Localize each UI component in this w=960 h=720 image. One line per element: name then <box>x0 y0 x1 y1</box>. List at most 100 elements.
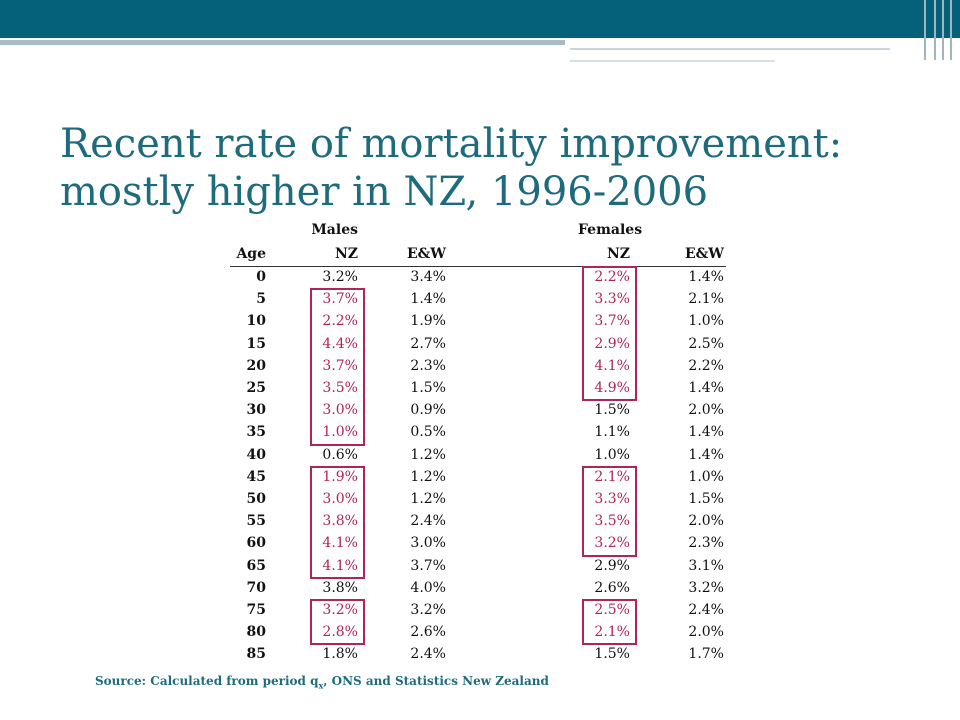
females-highlight-box <box>582 465 637 557</box>
age-cell: 5 <box>256 291 266 308</box>
females-ew-cell: 2.3% <box>688 535 724 552</box>
age-cell: 40 <box>246 446 266 463</box>
females-nz-cell: 1.1% <box>594 424 630 441</box>
males-group-header: Males <box>311 222 358 238</box>
females-ew-cell: 1.4% <box>688 380 724 396</box>
males-ew-cell: 1.2% <box>410 491 446 507</box>
females-nz-cell: 2.9% <box>594 335 630 352</box>
females-ew-cell: 2.0% <box>688 513 724 530</box>
age-cell: 20 <box>246 357 266 374</box>
females-highlight-box <box>582 599 637 646</box>
females-ew-cell: 1.7% <box>688 646 724 663</box>
males-ew-cell: 1.2% <box>410 446 446 463</box>
males-ew-cell: 0.9% <box>410 402 446 419</box>
males-ew-cell: 2.4% <box>410 646 446 663</box>
males-nz-cell: 3.2% <box>322 269 358 285</box>
age-cell: 45 <box>246 468 266 485</box>
accent-line <box>570 60 775 62</box>
males-nz-cell: 3.7% <box>322 357 358 374</box>
males-ew-cell: 2.3% <box>410 357 446 374</box>
females-nz-cell: 2.9% <box>594 557 630 574</box>
source-text-end: , ONS and Statistics New Zealand <box>323 674 549 688</box>
males-nz-cell: 1.0% <box>322 424 358 441</box>
females-ew-cell: 1.4% <box>688 269 724 285</box>
males-ew-cell: 2.4% <box>410 513 446 530</box>
males-ew-cell: 0.5% <box>410 424 446 441</box>
males-nz-header: NZ <box>334 246 358 262</box>
males-ew-cell: 3.7% <box>410 557 446 574</box>
slide-title-line-1: Recent rate of mortality improvement: <box>60 121 843 167</box>
males-nz-cell: 3.2% <box>322 602 358 618</box>
females-ew-cell: 3.2% <box>688 579 724 596</box>
males-ew-cell: 1.2% <box>410 468 446 485</box>
age-cell: 85 <box>246 646 266 663</box>
age-header: Age <box>236 246 266 262</box>
age-cell: 55 <box>246 513 266 530</box>
age-cell: 25 <box>246 380 266 396</box>
females-ew-cell: 2.0% <box>688 624 724 641</box>
males-highlight-box <box>310 465 365 579</box>
age-cell: 80 <box>246 624 266 641</box>
males-highlight-box <box>310 288 365 446</box>
males-nz-cell: 1.8% <box>322 646 358 663</box>
females-ew-cell: 3.1% <box>688 557 724 574</box>
females-nz-cell: 3.7% <box>594 313 630 330</box>
header-rule <box>230 266 726 267</box>
age-cell: 50 <box>246 491 266 507</box>
females-ew-cell: 2.1% <box>688 291 724 308</box>
males-nz-cell: 4.4% <box>322 335 358 352</box>
age-cell: 35 <box>246 424 266 441</box>
females-group-header: Females <box>578 222 643 238</box>
females-ew-cell: 1.4% <box>688 424 724 441</box>
males-nz-cell: 1.9% <box>322 468 358 485</box>
males-highlight-box <box>310 599 365 646</box>
females-nz-cell: 2.6% <box>594 579 630 596</box>
males-nz-cell: 4.1% <box>322 557 358 574</box>
females-nz-cell: 2.1% <box>594 468 630 485</box>
males-ew-cell: 4.0% <box>410 579 446 596</box>
age-cell: 0 <box>256 269 266 285</box>
males-nz-cell: 3.5% <box>322 380 358 396</box>
accent-line <box>570 48 890 50</box>
males-ew-cell: 3.4% <box>410 269 446 285</box>
header-bar <box>0 0 960 38</box>
females-ew-cell: 1.0% <box>688 468 724 485</box>
slide-title-line-2: mostly higher in NZ, 1996-2006 <box>60 169 709 215</box>
source-note: Source: Calculated from period qx, ONS a… <box>95 674 549 690</box>
age-cell: 10 <box>246 313 266 330</box>
females-nz-cell: 1.5% <box>594 402 630 419</box>
males-ew-cell: 3.2% <box>410 602 446 618</box>
males-nz-cell: 2.8% <box>322 624 358 641</box>
males-nz-cell: 2.2% <box>322 313 358 330</box>
males-ew-cell: 2.7% <box>410 335 446 352</box>
females-ew-cell: 2.5% <box>688 335 724 352</box>
females-nz-cell: 2.1% <box>594 624 630 641</box>
males-nz-cell: 3.7% <box>322 291 358 308</box>
males-ew-cell: 1.4% <box>410 291 446 308</box>
age-cell: 30 <box>246 402 266 419</box>
males-nz-cell: 0.6% <box>322 446 358 463</box>
females-nz-cell: 4.9% <box>594 380 630 396</box>
males-ew-cell: 3.0% <box>410 535 446 552</box>
males-ew-cell: 1.5% <box>410 380 446 396</box>
header-decoration <box>920 0 960 60</box>
females-nz-cell: 1.5% <box>594 646 630 663</box>
females-ew-cell: 1.4% <box>688 446 724 463</box>
males-nz-cell: 3.0% <box>322 491 358 507</box>
age-cell: 75 <box>246 602 266 618</box>
females-nz-header: NZ <box>606 246 630 262</box>
age-cell: 65 <box>246 557 266 574</box>
females-ew-cell: 2.0% <box>688 402 724 419</box>
accent-line <box>0 40 565 45</box>
females-ew-cell: 1.5% <box>688 491 724 507</box>
females-ew-header: E&W <box>684 246 724 262</box>
females-nz-cell: 1.0% <box>594 446 630 463</box>
males-nz-cell: 3.0% <box>322 402 358 419</box>
source-subscript: x <box>318 680 324 691</box>
females-nz-cell: 2.5% <box>594 602 630 618</box>
males-nz-cell: 3.8% <box>322 579 358 596</box>
males-ew-cell: 2.6% <box>410 624 446 641</box>
females-nz-cell: 2.2% <box>594 269 630 285</box>
males-ew-header: E&W <box>406 246 446 262</box>
males-nz-cell: 4.1% <box>322 535 358 552</box>
